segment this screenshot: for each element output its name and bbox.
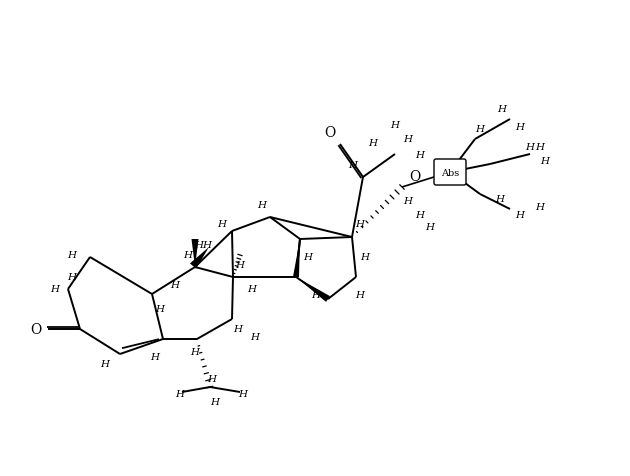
Text: H: H <box>236 260 244 269</box>
Text: H: H <box>183 251 193 260</box>
Text: H: H <box>416 210 425 219</box>
Text: H: H <box>498 105 507 114</box>
Text: H: H <box>496 195 505 204</box>
Text: H: H <box>515 210 525 219</box>
Text: H: H <box>251 333 260 342</box>
Text: H: H <box>151 353 159 362</box>
Text: H: H <box>369 138 377 147</box>
Text: H: H <box>67 273 76 282</box>
Text: H: H <box>355 220 365 229</box>
Text: Abs: Abs <box>441 168 459 177</box>
Text: H: H <box>403 197 413 206</box>
Text: H: H <box>541 157 549 166</box>
Text: H: H <box>416 150 425 159</box>
Text: H: H <box>355 290 365 299</box>
Text: H: H <box>50 285 59 294</box>
Text: H: H <box>217 220 227 229</box>
Text: O: O <box>30 322 42 336</box>
Text: H: H <box>515 123 525 132</box>
Text: H: H <box>67 250 76 259</box>
Text: H: H <box>239 390 248 399</box>
Text: H: H <box>425 223 435 232</box>
Text: H: H <box>536 202 544 211</box>
Text: H: H <box>348 160 357 169</box>
Text: H: H <box>258 200 266 209</box>
Text: H: H <box>176 390 185 399</box>
Text: H: H <box>311 290 321 299</box>
Polygon shape <box>293 239 300 278</box>
Text: H: H <box>210 397 219 407</box>
Text: H: H <box>476 125 484 134</box>
Polygon shape <box>192 239 198 268</box>
Text: HH: HH <box>194 241 212 250</box>
Text: H: H <box>234 325 243 334</box>
Text: H: H <box>391 120 399 129</box>
Text: H: H <box>248 285 256 294</box>
Text: H: H <box>190 348 200 357</box>
Text: H: H <box>360 253 370 262</box>
Text: H: H <box>101 360 110 369</box>
Polygon shape <box>190 248 209 269</box>
Text: O: O <box>410 169 421 184</box>
Text: H: H <box>536 143 544 152</box>
Text: H: H <box>156 305 164 314</box>
Text: H: H <box>304 253 312 262</box>
FancyBboxPatch shape <box>434 159 466 186</box>
Text: H: H <box>525 143 534 152</box>
Text: O: O <box>324 126 336 140</box>
Polygon shape <box>296 278 330 302</box>
Text: H: H <box>207 375 217 384</box>
Text: H: H <box>171 280 180 289</box>
Text: H: H <box>403 135 413 144</box>
